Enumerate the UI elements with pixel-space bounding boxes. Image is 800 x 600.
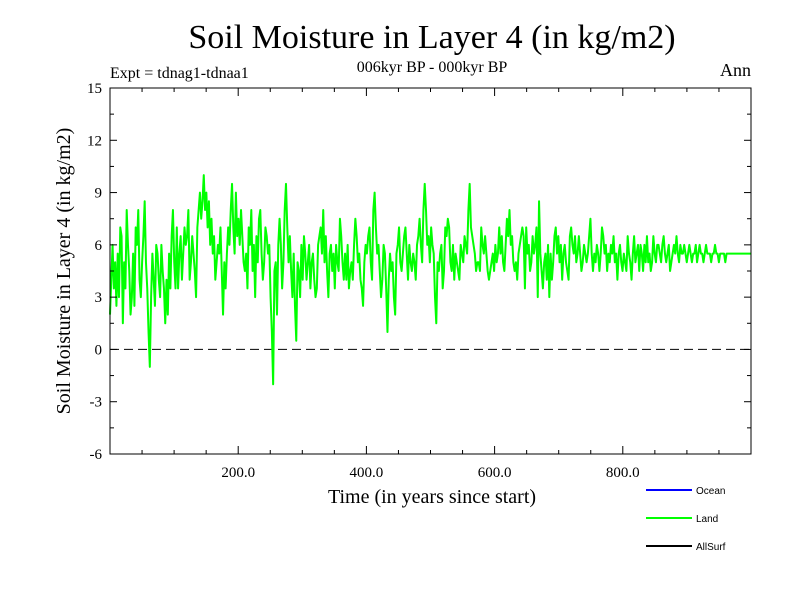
chart-title: Soil Moisture in Layer 4 (in kg/m2) (188, 19, 675, 56)
y-tick-label: 0 (95, 342, 103, 358)
x-tick-label: 200.0 (221, 465, 255, 481)
y-tick-label: -3 (90, 395, 103, 411)
y-tick-label: 3 (95, 290, 103, 306)
x-tick-label: 800.0 (606, 465, 640, 481)
y-tick-label: -6 (90, 447, 103, 463)
legend: Ocean Land AllSurf (646, 486, 726, 553)
y-tick-label: 9 (95, 186, 103, 202)
y-tick-label: 6 (95, 238, 103, 254)
x-tick-label: 400.0 (350, 465, 384, 481)
chart-subtitle: 006kyr BP - 000kyr BP (357, 59, 508, 76)
legend-label-land: Land (696, 514, 718, 525)
season-label: Ann (720, 60, 751, 80)
x-axis-label: Time (in years since start) (328, 486, 536, 508)
y-tick-label: 12 (87, 133, 102, 149)
y-tick-label: 15 (87, 81, 102, 97)
legend-label-allsurf: AllSurf (696, 542, 726, 553)
legend-label-ocean: Ocean (696, 486, 725, 497)
x-tick-label: 600.0 (478, 465, 512, 481)
series-line-land (109, 174, 751, 386)
y-axis-label: Soil Moisture in Layer 4 (in kg/m2) (53, 128, 75, 415)
experiment-label: Expt = tdnag1-tdnaa1 (110, 65, 249, 82)
